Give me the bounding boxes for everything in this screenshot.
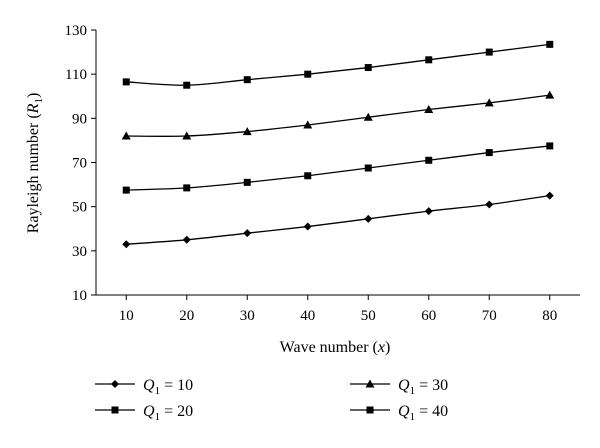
data-point <box>484 98 494 107</box>
y-tick-label: 50 <box>72 200 87 216</box>
y-tick-label: 110 <box>65 67 87 83</box>
legend-item-1: Q1 = 10 <box>95 377 193 397</box>
legend-item-2: Q1 = 20 <box>95 403 193 423</box>
y-tick-label: 70 <box>72 156 87 172</box>
series-2 <box>122 142 554 194</box>
data-point <box>425 156 433 164</box>
data-point <box>364 214 373 223</box>
data-point <box>243 178 251 186</box>
data-point <box>304 172 312 180</box>
series-lines <box>121 40 555 249</box>
y-tick-label: 130 <box>65 23 88 39</box>
data-point <box>546 40 554 48</box>
data-point <box>546 142 554 150</box>
series-line <box>126 94 550 137</box>
data-point <box>182 235 191 244</box>
data-point <box>425 56 433 64</box>
x-axis-label: Wave number (x) <box>280 339 391 356</box>
series-line <box>126 145 550 191</box>
legend-label: Q1 = 30 <box>398 377 448 397</box>
x-tick-label: 40 <box>300 308 315 324</box>
data-point <box>485 149 493 157</box>
series-line <box>126 43 550 86</box>
data-point <box>243 76 251 84</box>
x-tick-label: 50 <box>361 308 376 324</box>
data-point <box>183 184 191 192</box>
data-point <box>545 90 555 99</box>
legend-marker <box>111 380 119 388</box>
legend: Q1 = 10 Q1 = 20 Q1 = 30 Q1 = 40 <box>95 377 448 423</box>
x-tick-label: 80 <box>542 308 557 324</box>
x-tick-label: 70 <box>482 308 497 324</box>
legend-item-4: Q1 = 40 <box>350 403 448 423</box>
legend-marker <box>111 406 119 414</box>
data-point <box>242 127 252 136</box>
series-1 <box>122 191 554 249</box>
data-point <box>364 164 372 172</box>
legend-item-3: Q1 = 30 <box>350 377 448 397</box>
series-3 <box>121 90 555 140</box>
data-point <box>182 131 192 140</box>
data-point <box>303 222 312 231</box>
x-tick-label: 10 <box>119 308 134 324</box>
data-point <box>364 64 372 72</box>
legend-marker <box>366 406 374 414</box>
data-point <box>363 112 373 121</box>
axes: 10 30 50 70 90 110 130 10 20 30 40 50 60 70 80 <box>65 23 580 324</box>
x-tick-label: 60 <box>421 308 436 324</box>
x-tick-label: 30 <box>240 308 255 324</box>
data-point <box>485 200 494 209</box>
x-tick-label: 20 <box>179 308 194 324</box>
y-tick-label: 90 <box>72 111 87 127</box>
series-line <box>126 194 550 245</box>
data-point <box>424 105 434 113</box>
data-point <box>183 81 191 89</box>
legend-label: Q1 = 20 <box>143 403 193 423</box>
legend-marker <box>365 379 375 388</box>
data-point <box>122 240 131 249</box>
data-point <box>424 207 433 216</box>
data-point <box>304 70 312 78</box>
y-axis-label: Rayleigh number (R1) <box>25 93 45 234</box>
y-tick-label: 30 <box>72 244 87 260</box>
data-point <box>303 120 313 129</box>
legend-label: Q1 = 10 <box>143 377 193 397</box>
data-point <box>122 78 130 86</box>
data-point <box>121 131 131 140</box>
y-tick-label: 10 <box>72 288 87 304</box>
legend-label: Q1 = 40 <box>398 403 448 423</box>
data-point <box>485 48 493 56</box>
data-point <box>122 186 130 194</box>
series-4 <box>122 40 554 89</box>
data-point <box>545 191 554 200</box>
data-point <box>243 229 252 238</box>
